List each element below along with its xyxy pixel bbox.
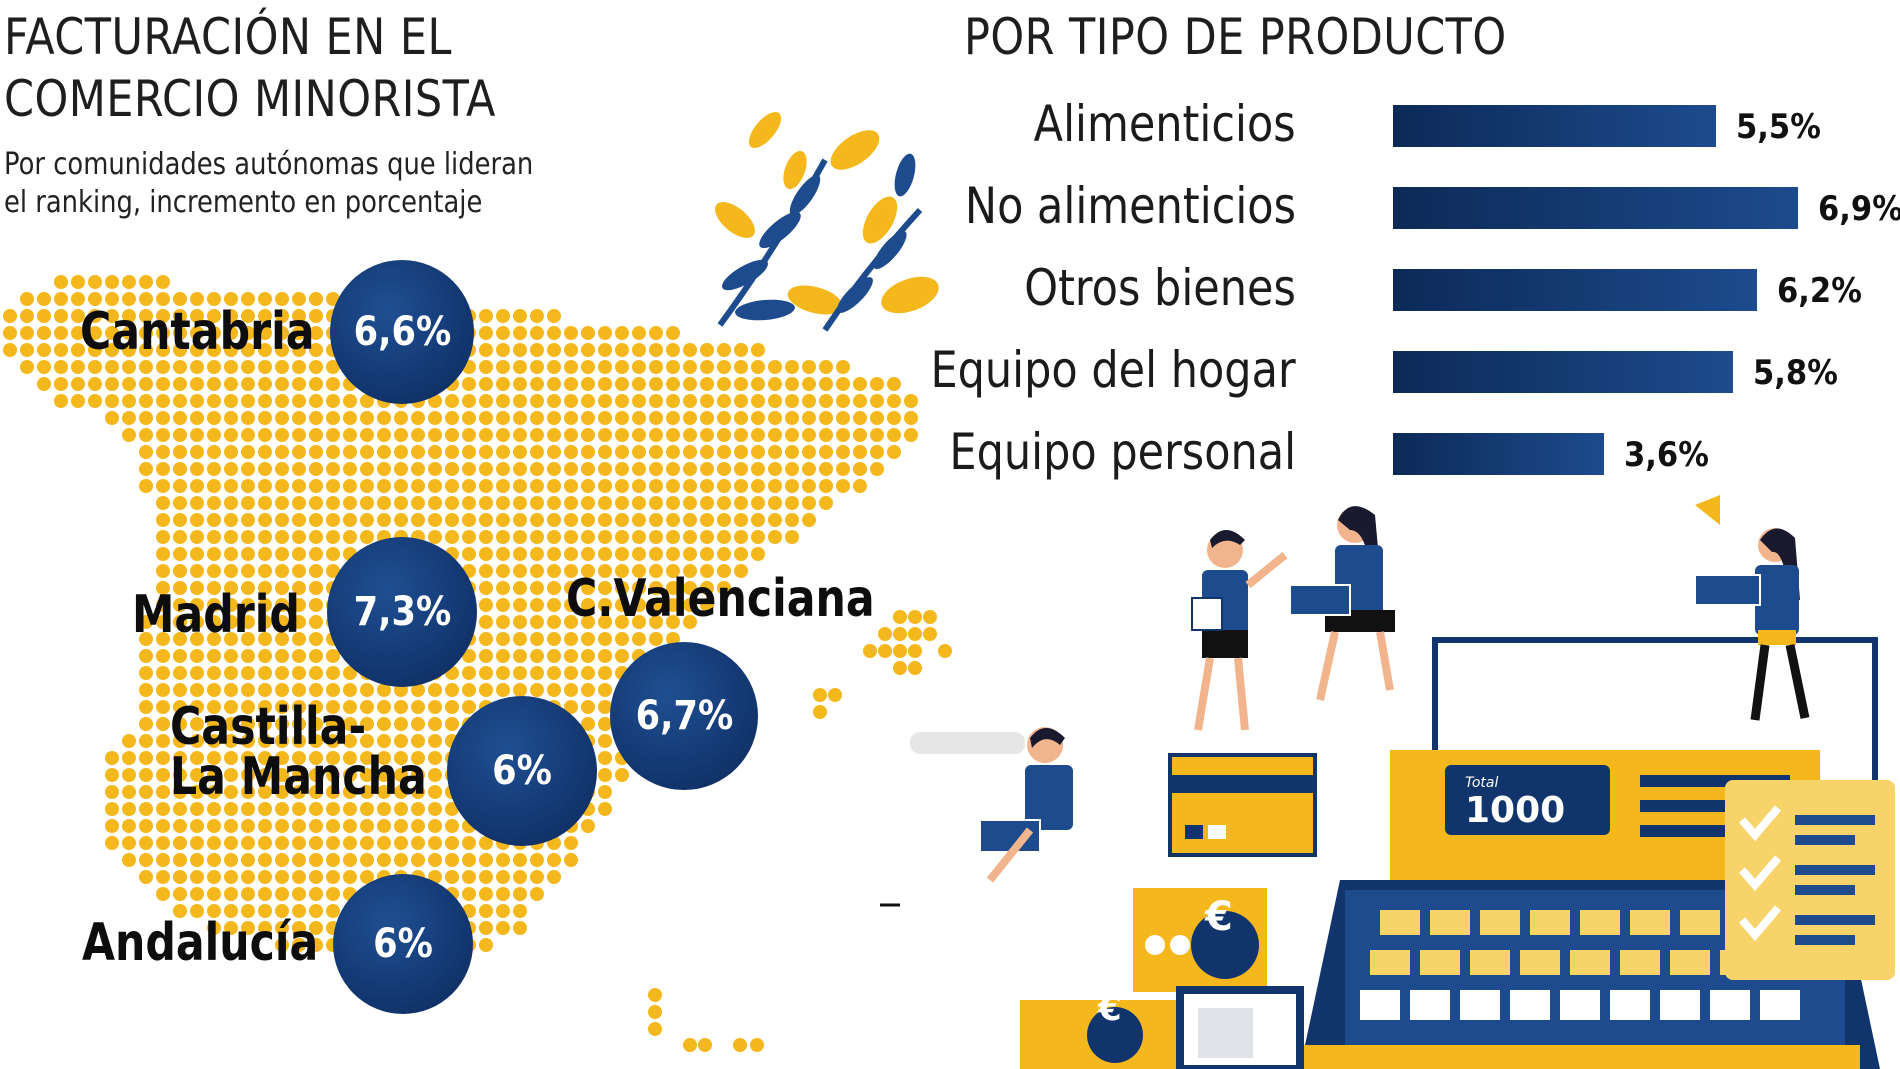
bar-chart-title: POR TIPO DE PRODUCTO (964, 8, 1507, 66)
bar-chart: Alimenticios 5,5% No alimenticios 6,9% Otros… (930, 85, 1900, 495)
bubble-cantabria: 6,6% (330, 260, 474, 404)
bar-row: No alimenticios 6,9% (930, 167, 1900, 249)
bar-mark (1393, 351, 1734, 393)
bar-mark (1393, 105, 1716, 147)
bar-value-label: 5,8% (1753, 353, 1839, 393)
shopping-illustration: Total 1000 € € (880, 490, 1895, 1069)
leaf-yellow-icon (715, 111, 939, 315)
binoculars-icon (910, 732, 1025, 754)
bubble-valenciana: 6,7% (610, 642, 758, 790)
bubble-value-andalucia: 6% (373, 921, 433, 967)
checklist-icon (1725, 780, 1895, 980)
region-label-castilla-line1: Castilla- (170, 697, 367, 757)
bar-value-label: 5,5% (1735, 107, 1821, 147)
bar-row: Equipo del hogar 5,8% (930, 331, 1900, 413)
map-title: FACTURACIÓN EN EL COMERCIO MINORISTA (4, 6, 606, 130)
bar-category-label: No alimenticios (964, 177, 1296, 235)
bar-value-label: 6,9% (1818, 189, 1900, 229)
credit-card-icon (1168, 753, 1317, 857)
bubble-castilla: 6% (447, 696, 597, 846)
person-binoculars-icon (910, 727, 1073, 883)
region-label-andalucia: Andalucía (82, 913, 319, 973)
bar-mark (1393, 269, 1757, 311)
bubble-value-valenciana: 6,7% (635, 693, 733, 739)
map-subtitle-line2: el ranking, incremento en porcentaje (4, 185, 483, 220)
register-display: 1000 (1465, 790, 1565, 831)
bar-row: Alimenticios 5,5% (930, 85, 1900, 167)
region-label-cantabria: Cantabria (80, 302, 315, 362)
map-subtitle: Por comunidades autónomas que lideran el… (4, 146, 658, 222)
person-laptop-icon (1289, 506, 1395, 701)
bar-category-label: Otros bienes (1024, 259, 1296, 317)
euro-symbol-2: € (1097, 989, 1122, 1029)
euro-symbol: € (1204, 894, 1233, 940)
region-label-madrid: Madrid (132, 585, 300, 645)
leaf-blue-icon (717, 153, 923, 332)
map-title-line1: FACTURACIÓN EN EL (4, 8, 452, 66)
bubble-andalucia: 6% (333, 874, 473, 1014)
leaves-illustration (713, 111, 939, 332)
person-megaphone-icon (1694, 495, 1810, 721)
bar-category-label: Alimenticios (1033, 95, 1296, 153)
bar-value-label: 3,6% (1624, 435, 1710, 475)
bubble-value-castilla: 6% (492, 748, 552, 794)
bubble-madrid: 7,3% (327, 537, 477, 687)
region-label-castilla: Castilla- La Mancha (170, 701, 427, 803)
bar-category-label: Equipo del hogar (930, 341, 1296, 399)
bar-value-label: 6,2% (1776, 271, 1862, 311)
person-standing-icon (1191, 530, 1288, 731)
bar-row: Otros bienes 6,2% (930, 249, 1900, 331)
bubble-value-cantabria: 6,6% (353, 309, 451, 355)
megaphone-icon (1695, 495, 1720, 525)
bar-category-label: Equipo personal (949, 423, 1296, 481)
bar-row: Equipo personal 3,6% (930, 413, 1900, 495)
region-label-valenciana: C.Valenciana (566, 569, 875, 629)
region-label-castilla-line2: La Mancha (170, 747, 427, 807)
bar-mark (1393, 433, 1605, 475)
bubble-value-madrid: 7,3% (353, 589, 451, 635)
register-total-label: Total (1465, 775, 1498, 791)
map-title-line2: COMERCIO MINORISTA (4, 70, 496, 128)
bar-mark (1393, 187, 1798, 229)
map-subtitle-line1: Por comunidades autónomas que lideran (4, 147, 534, 182)
